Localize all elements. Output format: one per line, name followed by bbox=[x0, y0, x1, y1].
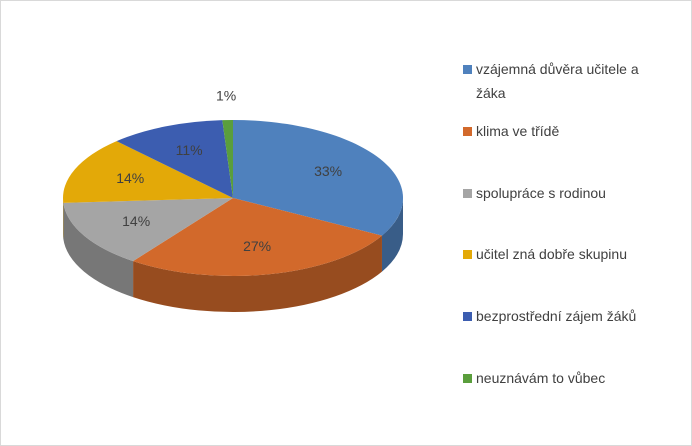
slice bbox=[133, 198, 382, 277]
data-label: 11% bbox=[176, 142, 203, 158]
legend-item: spolupráce s rodinou bbox=[463, 181, 668, 205]
legend-item: vzájemná důvěra učitele a žáka bbox=[463, 57, 668, 105]
legend-item: bezprostřední zájem žáků bbox=[463, 304, 668, 328]
legend-swatch bbox=[463, 250, 472, 260]
legend-item: klima ve třídě bbox=[463, 119, 668, 143]
legend-swatch bbox=[463, 65, 472, 74]
data-label: 14% bbox=[116, 170, 144, 186]
legend-item: učitel zná dobře skupinu bbox=[463, 242, 668, 266]
slice bbox=[63, 198, 234, 262]
data-label: 1% bbox=[216, 87, 236, 103]
legend-label: bezprostřední zájem žáků bbox=[476, 308, 637, 325]
data-label: 27% bbox=[243, 238, 271, 254]
slice bbox=[63, 141, 233, 203]
legend-label: spolupráce s rodinou bbox=[476, 184, 606, 201]
slice-side bbox=[133, 235, 382, 312]
legend-label: klima ve třídě bbox=[476, 122, 560, 139]
legend-label: vzájemná důvěra učitele a žáka bbox=[476, 61, 639, 101]
legend-label: učitel zná dobře skupinu bbox=[476, 246, 627, 263]
slice-side bbox=[381, 198, 404, 272]
legend-label: neuznávám to vůbec bbox=[476, 370, 606, 386]
legend-swatch bbox=[463, 374, 472, 383]
slice-side bbox=[63, 202, 134, 298]
legend-swatch bbox=[463, 188, 472, 198]
pie-area: 33% 27% 14% 14% 11% 1% bbox=[63, 87, 404, 312]
slice bbox=[116, 120, 233, 198]
slice bbox=[233, 120, 404, 236]
data-label: 14% bbox=[122, 213, 150, 229]
data-label: 33% bbox=[314, 163, 342, 179]
legend-swatch bbox=[463, 126, 472, 136]
legend-item: neuznávám to vůbec bbox=[463, 366, 668, 390]
slice bbox=[222, 120, 233, 198]
legend-swatch bbox=[463, 312, 472, 322]
